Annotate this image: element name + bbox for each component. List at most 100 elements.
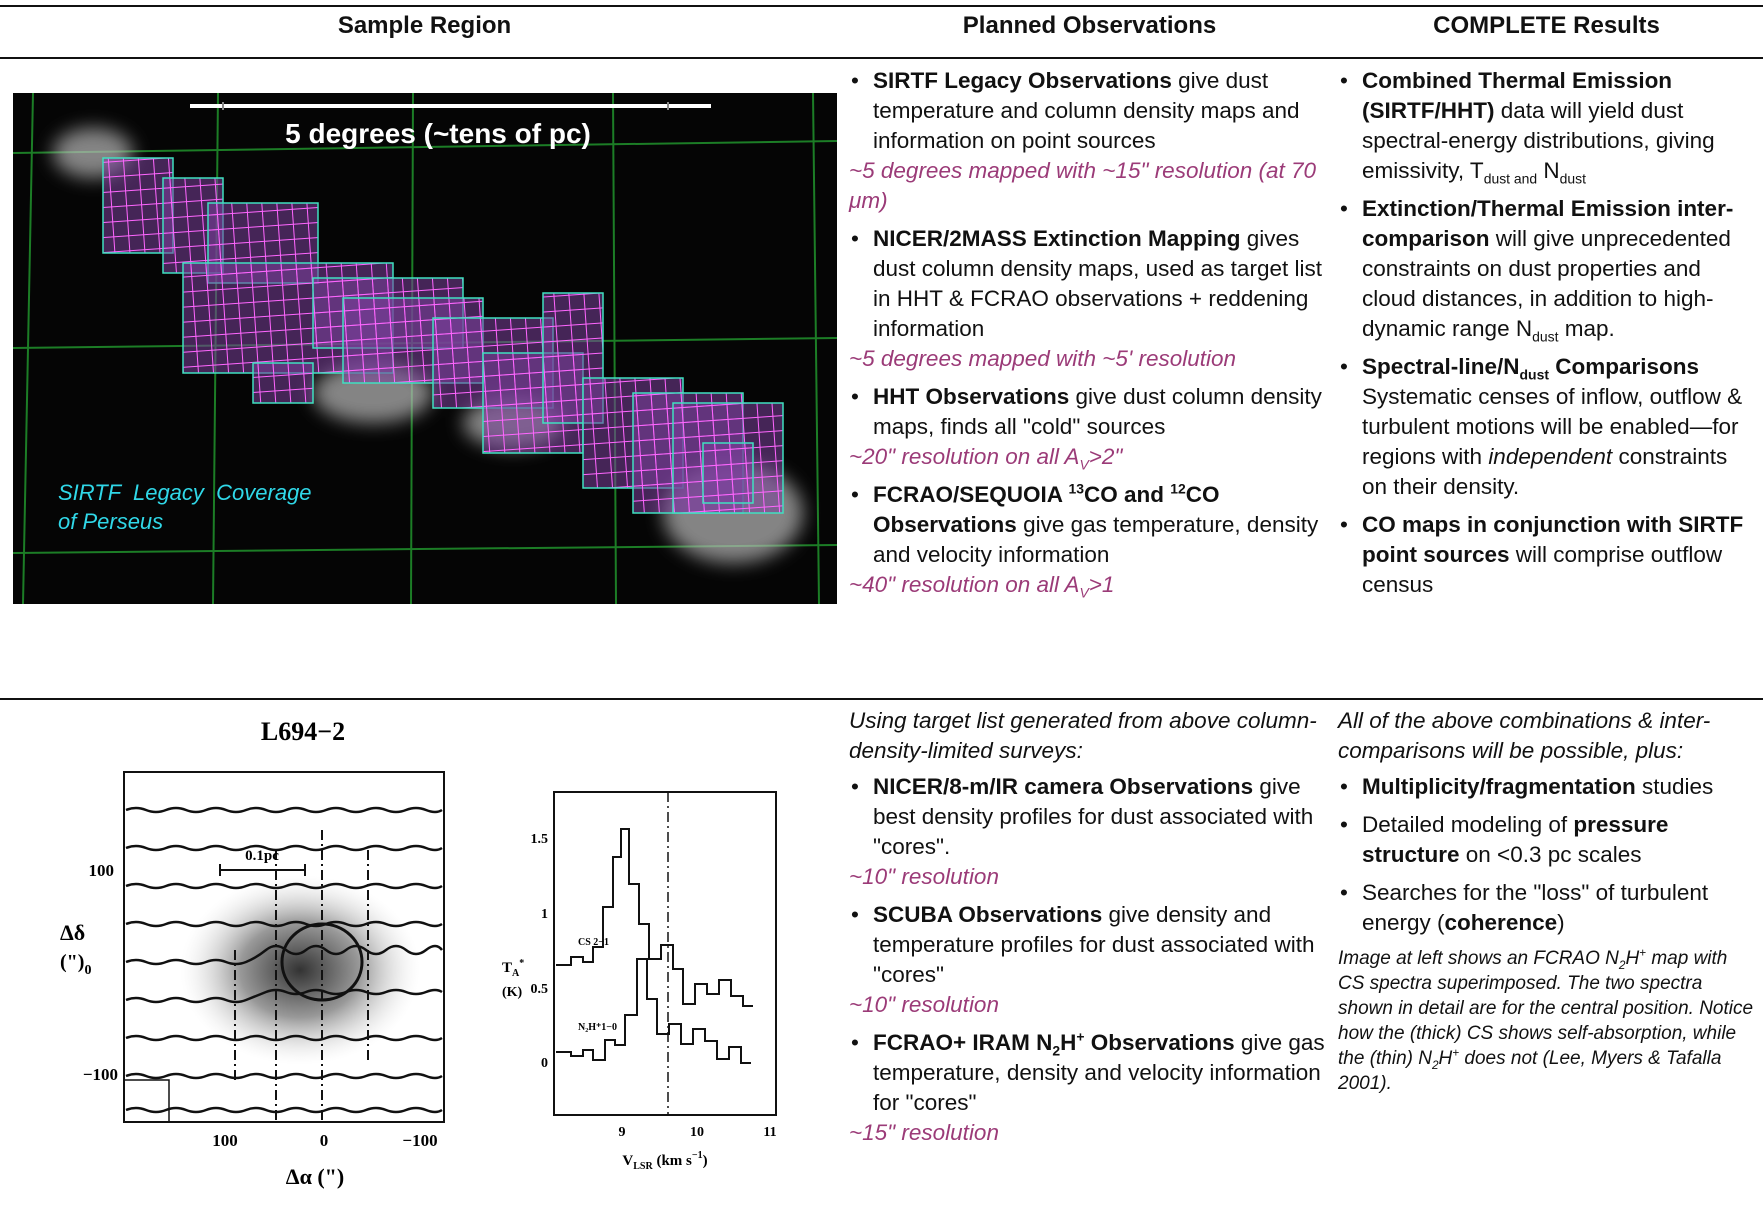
text-run: Detailed modeling of <box>1362 812 1573 837</box>
text-run: H <box>1060 1030 1076 1055</box>
bullet-item: NICER/8-m/IR camera Observations give be… <box>849 772 1329 892</box>
text-run: Image at left shows an FCRAO N <box>1338 948 1619 969</box>
plot-title: L694−2 <box>261 717 345 746</box>
rule <box>0 5 1763 7</box>
text-run: dust <box>1532 329 1558 345</box>
page: Sample Region Planned Observations COMPL… <box>0 0 1763 1214</box>
text-run: ~10" resolution <box>849 864 999 889</box>
column-header: COMPLETE Results <box>1330 12 1763 40</box>
planned-bottom: Using target list generated from above c… <box>849 706 1329 1156</box>
text-run: NICER/2MASS Extinction Mapping <box>873 226 1241 251</box>
rule <box>0 57 1763 59</box>
tick-label: −100 <box>402 1131 437 1150</box>
text-run: dust <box>1560 171 1586 187</box>
text-run: ~5 degrees mapped with ~15" resolution (… <box>849 158 1316 213</box>
perseus-image: 5 degrees (~tens of pc) SIRTF Legacy Cov… <box>13 93 837 604</box>
axis-label: VLSR (km s−1) <box>622 1150 707 1172</box>
l694-figure: L694−2 0.1pc 100 Δδ (")0 −100 100 0 −100… <box>0 700 849 1214</box>
element: 13 <box>1068 482 1084 507</box>
tick-label: 100 <box>212 1131 238 1150</box>
text-run: LSR <box>633 1161 653 1172</box>
axis-label: Δα (") <box>286 1164 344 1189</box>
column-header: Sample Region <box>0 12 849 40</box>
text-run: >1 <box>1089 572 1115 597</box>
text-run: HHT Observations <box>873 384 1069 409</box>
text-run: SCUBA Observations <box>873 902 1102 927</box>
tick-label: 11 <box>763 1125 776 1140</box>
element: 12 <box>1170 482 1186 507</box>
text-run: A <box>512 968 520 979</box>
text-run: independent <box>1488 444 1612 469</box>
tick-label: −100 <box>83 1065 118 1084</box>
tick-label: 0.5 <box>531 982 549 997</box>
text-run: map. <box>1558 316 1614 341</box>
axis-label: TA* <box>502 958 524 979</box>
text-run: ~15" resolution <box>849 1120 999 1145</box>
text-run: Using target list generated from above c… <box>849 706 1329 766</box>
element: ~40" resolution on all AV>1 <box>849 570 1329 600</box>
element <box>703 443 753 503</box>
bullet-item: SIRTF Legacy Observations give dust temp… <box>849 66 1329 216</box>
text-run: V <box>1079 457 1088 473</box>
results-top: Combined Thermal Emission (SIRTF/HHT) da… <box>1338 66 1758 608</box>
text-run: 0 <box>84 963 91 978</box>
element: ~5 degrees mapped with ~5' resolution <box>849 344 1329 374</box>
bullet-item: Detailed modeling of pressure structure … <box>1338 810 1758 870</box>
text-run: studies <box>1636 774 1714 799</box>
text-run: N <box>1537 158 1560 183</box>
text-run: (") <box>60 951 84 973</box>
text-run: ~20" resolution on all A <box>849 444 1079 469</box>
text-run: ~10" resolution <box>849 992 999 1017</box>
text-run: >2" <box>1089 444 1123 469</box>
bullet-item: FCRAO/SEQUOIA 13CO and 12CO Observations… <box>849 480 1329 600</box>
image-caption: SIRTF Legacy Coverage <box>58 480 312 505</box>
tick-label: 0 <box>320 1131 329 1150</box>
text-run: Comparisons <box>1549 354 1699 379</box>
text-run: (km s <box>653 1153 692 1169</box>
axis-label: Δδ <box>60 920 85 945</box>
text-run: FCRAO/SEQUOIA <box>873 482 1068 507</box>
text-run: Spectral-line/N <box>1362 354 1520 379</box>
bullet-item: Spectral-line/Ndust Comparisons Systemat… <box>1338 352 1758 502</box>
bullet-item: Searches for the "loss" of turbulent ene… <box>1338 878 1758 938</box>
text-run: 2 <box>1052 1043 1060 1059</box>
text-run: ) <box>703 1153 708 1169</box>
element: ~20" resolution on all AV>2" <box>849 442 1329 472</box>
element: ~15" resolution <box>849 1118 1329 1148</box>
element: ~10" resolution <box>849 862 1329 892</box>
tick-label: 9 <box>619 1125 626 1140</box>
planned-top: SIRTF Legacy Observations give dust temp… <box>849 66 1329 608</box>
bullet-item: Extinction/Thermal Emission inter-compar… <box>1338 194 1758 344</box>
element: Multiplicity/fragmentation studies Detai… <box>1338 772 1758 938</box>
text-run: Observations <box>1085 1030 1235 1055</box>
bullet-item: Combined Thermal Emission (SIRTF/HHT) da… <box>1338 66 1758 186</box>
text-run: FCRAO+ IRAM N <box>873 1030 1052 1055</box>
axis-label: (")0 <box>60 951 91 978</box>
bullet-item: Multiplicity/fragmentation studies <box>1338 772 1758 802</box>
bullet-item: CO maps in conjunction with SIRTF point … <box>1338 510 1758 600</box>
text-run: ) <box>1557 910 1565 935</box>
tick-label: 100 <box>89 861 115 880</box>
element: ~10" resolution <box>849 990 1329 1020</box>
text-run: V <box>1079 585 1088 601</box>
element: 2 <box>1052 1030 1060 1055</box>
element: Image at left shows an FCRAO N2H+ map wi… <box>1338 946 1758 1096</box>
bullet-item: SCUBA Observations give density and temp… <box>849 900 1329 1020</box>
text-run: −1 <box>692 1150 703 1161</box>
text-run: on <0.3 pc scales <box>1460 842 1642 867</box>
line-label: CS 2−1 <box>578 937 609 948</box>
text-run: ~5 degrees mapped with ~5' resolution <box>849 346 1236 371</box>
text-run: 12 <box>1170 481 1186 497</box>
text-run: + <box>1076 1029 1084 1045</box>
element: Combined Thermal Emission (SIRTF/HHT) da… <box>1338 66 1758 600</box>
text-run: All of the above combinations & inter-co… <box>1338 706 1758 766</box>
tick-label: 10 <box>690 1125 704 1140</box>
axis-label: (K) <box>502 985 523 1000</box>
element <box>253 363 313 403</box>
element: dust <box>1520 354 1549 379</box>
text-run: SIRTF Legacy Observations <box>873 68 1172 93</box>
results-bottom: All of the above combinations & inter-co… <box>1338 706 1758 1096</box>
text-run: H <box>1439 1048 1453 1069</box>
text-run: V <box>622 1153 633 1169</box>
bullet-item: NICER/2MASS Extinction Mapping gives dus… <box>849 224 1329 374</box>
